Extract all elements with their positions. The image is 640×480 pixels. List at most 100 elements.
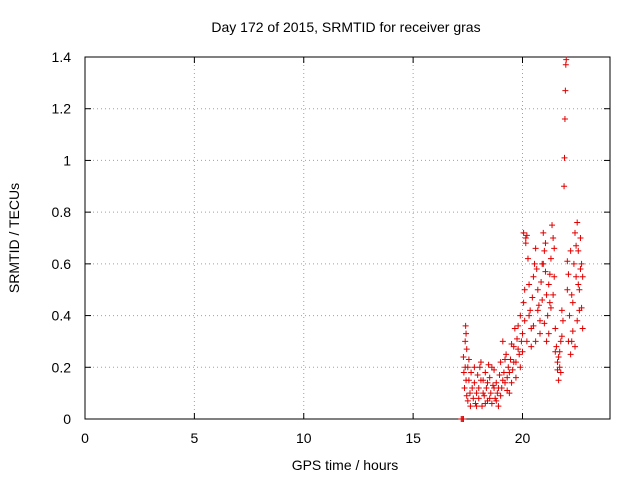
data-point	[538, 278, 545, 285]
data-point	[504, 387, 511, 394]
x-tick-label: 20	[515, 430, 531, 446]
data-point	[492, 395, 499, 402]
data-point	[528, 343, 535, 350]
data-point	[573, 242, 580, 249]
data-point	[473, 403, 480, 410]
data-point	[546, 271, 553, 278]
data-point	[463, 330, 470, 337]
data-point	[551, 245, 558, 252]
data-point	[531, 260, 538, 267]
data-point	[532, 245, 539, 252]
data-point	[563, 56, 570, 63]
data-point	[518, 338, 525, 345]
data-point	[510, 343, 517, 350]
data-point	[576, 307, 583, 314]
data-point	[565, 271, 572, 278]
data-point	[523, 338, 530, 345]
data-point	[534, 307, 541, 314]
y-axis: 0 0.2 0.4 0.6 0.8 1 1.2 1.4	[52, 49, 610, 427]
data-point	[523, 232, 530, 239]
data-point	[561, 154, 568, 161]
data-point	[489, 382, 496, 389]
data-point	[578, 260, 585, 267]
data-point	[570, 260, 577, 267]
data-point	[476, 364, 483, 371]
data-point	[550, 235, 557, 241]
y-tick-label: 0.6	[52, 256, 72, 272]
data-point	[471, 379, 478, 386]
data-point	[519, 348, 526, 355]
data-point	[541, 320, 548, 327]
data-point	[579, 325, 586, 332]
data-point	[482, 400, 489, 407]
data-point	[488, 400, 495, 407]
data-point	[521, 286, 528, 293]
data-point	[545, 330, 552, 337]
data-point	[555, 377, 562, 384]
data-point	[545, 281, 552, 288]
data-point	[508, 379, 515, 386]
data-point	[557, 338, 564, 345]
data-point	[477, 359, 484, 366]
data-point	[534, 286, 541, 293]
data-point	[577, 235, 584, 241]
data-point	[484, 379, 491, 386]
data-point	[502, 356, 508, 363]
data-point	[517, 364, 524, 371]
data-point	[572, 343, 578, 350]
data-point	[486, 395, 493, 402]
data-point	[516, 351, 523, 358]
data-point	[547, 304, 554, 311]
data-point	[552, 325, 559, 332]
data-point	[564, 258, 571, 265]
data-point	[532, 338, 539, 345]
data-point	[495, 403, 502, 410]
data-point	[465, 356, 472, 363]
data-point	[485, 361, 492, 368]
data-point	[471, 364, 478, 371]
data-point	[467, 403, 474, 410]
data-point	[558, 307, 565, 314]
data-point	[550, 291, 557, 298]
data-point	[517, 312, 524, 319]
data-point	[574, 317, 581, 324]
data-point	[557, 369, 564, 376]
data-points	[458, 56, 586, 422]
data-point	[542, 240, 549, 247]
data-point	[575, 281, 582, 288]
x-axis: 0 5 10 15 20	[81, 57, 530, 446]
data-point	[514, 335, 521, 342]
data-point	[544, 312, 551, 319]
data-point	[561, 183, 568, 190]
data-point	[576, 286, 583, 293]
data-point	[511, 325, 518, 332]
data-point	[530, 273, 537, 280]
data-point	[487, 390, 494, 397]
data-point	[558, 333, 565, 340]
data-point	[572, 229, 578, 236]
x-tick-label: 15	[405, 430, 421, 446]
data-point	[472, 400, 479, 407]
data-point	[566, 312, 573, 319]
data-point	[574, 219, 581, 226]
data-point	[495, 384, 502, 391]
data-point	[575, 247, 582, 254]
data-point	[462, 338, 469, 345]
data-point	[460, 369, 467, 376]
y-tick-label: 0	[63, 411, 71, 427]
data-point	[537, 317, 543, 324]
data-point	[460, 416, 467, 422]
data-point	[474, 372, 481, 379]
data-point	[559, 317, 566, 324]
data-point	[477, 377, 484, 384]
data-point	[473, 390, 480, 397]
data-point	[486, 374, 493, 381]
data-point	[543, 338, 550, 345]
data-point	[569, 328, 576, 335]
data-point	[463, 346, 470, 353]
data-point	[483, 384, 490, 391]
data-point	[567, 247, 574, 254]
x-tick-label: 0	[81, 430, 89, 446]
data-point	[510, 359, 517, 366]
data-point	[515, 346, 522, 353]
